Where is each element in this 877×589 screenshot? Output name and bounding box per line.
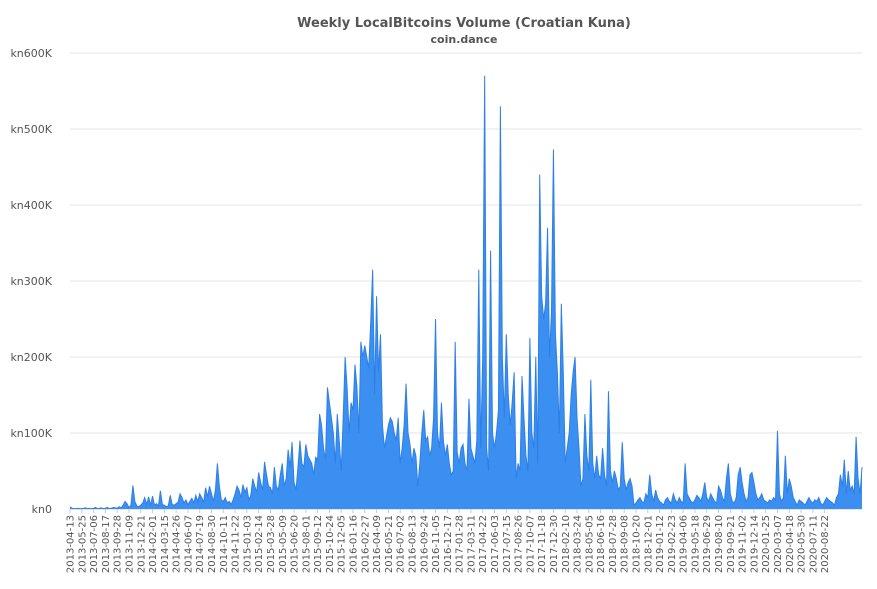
x-tick-label: 2015-08-01 [301,515,312,573]
x-tick-label: 2014-08-30 [207,515,218,573]
x-tick-label: 2016-04-09 [372,515,383,573]
x-tick-label: 2018-12-01 [643,515,654,573]
x-tick-label: 2017-04-22 [478,515,489,573]
x-tick-label: 2017-07-15 [502,515,513,573]
x-tick-label: 2019-08-10 [714,515,725,573]
x-tick-label: 2013-07-06 [89,515,100,573]
y-tick-label: kn200K [10,351,52,364]
x-tick-label: 2018-10-20 [632,515,643,573]
x-tick-label: 2020-08-22 [820,515,831,573]
x-tick-label: 2019-09-21 [726,515,737,573]
x-tick-label: 2016-01-16 [349,515,360,573]
y-tick-label: kn0 [32,503,52,516]
x-tick-label: 2014-03-15 [160,515,171,573]
x-tick-label: 2020-04-18 [785,515,796,573]
x-tick-label: 2013-04-13 [66,515,77,573]
x-tick-label: 2015-12-05 [337,515,348,573]
x-tick-label: 2014-06-07 [183,515,194,573]
x-tick-label: 2014-04-26 [172,515,183,573]
y-tick-label: kn300K [10,275,52,288]
x-tick-label: 2016-09-24 [419,515,430,573]
x-tick-label: 2019-04-06 [679,515,690,573]
volume-line [69,75,863,510]
x-tick-label: 2015-02-14 [254,515,265,573]
x-tick-label: 2017-01-28 [455,515,466,573]
y-tick-label: kn600K [10,47,52,60]
x-tick-label: 2016-08-13 [407,515,418,573]
y-axis: kn0 kn100K kn200K kn300K kn400K kn500K kn600K [10,47,52,516]
x-tick-label: 2015-10-24 [325,515,336,573]
x-tick-label: 2020-07-11 [808,515,819,573]
x-tick-label: 2017-11-18 [537,515,548,573]
grid-lines [70,52,862,510]
x-tick-label: 2013-08-17 [101,515,112,573]
x-tick-label: 2016-12-17 [443,515,454,573]
x-tick-label: 2015-06-20 [290,515,301,573]
x-tick-label: 2015-01-03 [242,515,253,573]
x-tick-label: 2018-09-08 [620,515,631,573]
x-tick-label: 2018-07-28 [608,515,619,573]
x-tick-label: 2016-05-21 [384,515,395,573]
x-tick-label: 2016-07-02 [396,515,407,573]
y-tick-label: kn400K [10,199,52,212]
x-tick-label: 2014-02-01 [148,515,159,573]
x-tick-label: 2020-01-25 [761,515,772,573]
x-tick-label: 2015-03-28 [266,515,277,573]
x-tick-label: 2018-02-10 [561,515,572,573]
x-tick-label: 2020-03-07 [773,515,784,573]
x-tick-label: 2015-05-09 [278,515,289,573]
x-tick-label: 2019-06-29 [702,515,713,573]
x-tick-label: 2013-09-28 [113,515,124,573]
x-tick-label: 2017-08-26 [514,515,525,573]
x-tick-label: 2017-12-30 [549,515,560,573]
y-tick-label: kn100K [10,427,52,440]
x-tick-label: 2018-06-16 [596,515,607,573]
x-tick-label: 2019-12-14 [749,515,760,573]
x-axis: 2013-04-13 2013-05-25 2013-07-06 2013-08-17… [66,509,831,573]
plot-area [69,75,863,510]
x-tick-label: 2017-10-07 [525,515,536,573]
x-tick-label: 2013-05-25 [77,515,88,573]
chart-title: Weekly LocalBitcoins Volume (Croatian Ku… [297,16,631,31]
x-tick-label: 2014-07-19 [195,515,206,573]
x-tick-label: 2019-05-18 [690,515,701,573]
x-tick-label: 2020-05-30 [797,515,808,573]
x-tick-label: 2017-06-03 [490,515,501,573]
chart-subtitle: coin.dance [431,33,498,46]
y-tick-label: kn500K [10,123,52,136]
x-tick-label: 2018-05-05 [584,515,595,573]
volume-area [70,75,862,510]
x-tick-label: 2016-11-05 [431,515,442,573]
x-tick-label: 2019-11-02 [738,515,749,573]
x-tick-label: 2015-09-12 [313,515,324,573]
x-tick-label: 2014-11-22 [231,515,242,573]
x-tick-label: 2018-03-24 [573,515,584,573]
x-tick-label: 2019-01-12 [655,515,666,573]
x-tick-label: 2019-02-23 [667,515,678,573]
x-tick-label: 2017-03-11 [466,515,477,573]
x-tick-label: 2014-10-11 [219,515,230,573]
x-tick-label: 2013-11-09 [124,515,135,573]
x-tick-label: 2013-12-21 [136,515,147,573]
x-tick-label: 2016-02-27 [360,515,371,573]
